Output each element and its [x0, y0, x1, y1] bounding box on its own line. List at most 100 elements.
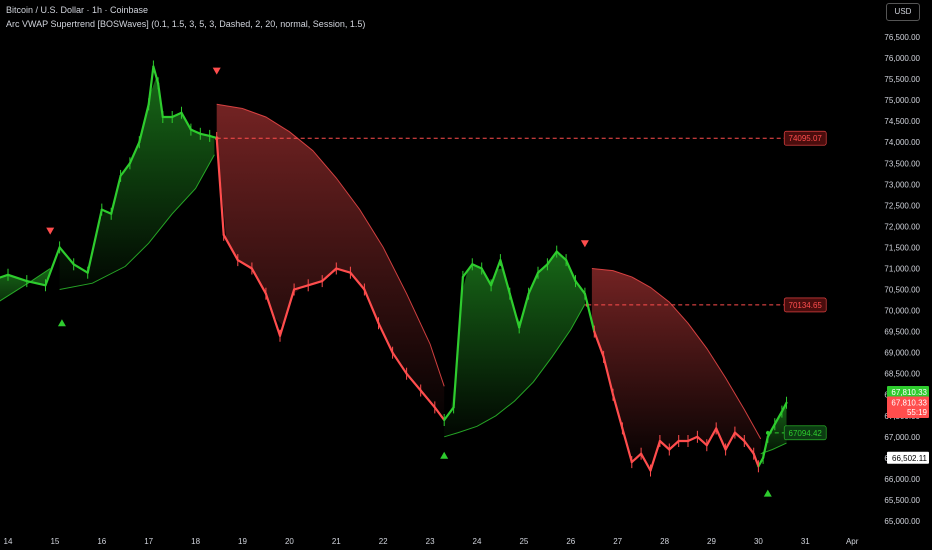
x-tick-label: 31: [801, 537, 810, 546]
price-label: 55:19: [887, 406, 929, 418]
level-label-text: 74095.07: [789, 134, 823, 143]
level-label: 74095.07: [783, 130, 827, 146]
indicator-title[interactable]: Arc VWAP Supertrend [BOSWaves] (0.1, 1.5…: [6, 19, 366, 29]
price-segment: [147, 65, 155, 106]
price-segment: [58, 246, 75, 266]
x-tick-label: 15: [50, 537, 59, 546]
price-segment: [250, 267, 267, 295]
price-segment: [119, 162, 131, 177]
price-segment: [44, 246, 61, 287]
price-segment: [743, 439, 755, 455]
x-tick-label: 28: [660, 537, 669, 546]
price-segment: [686, 435, 699, 443]
price-segment: [602, 355, 615, 396]
price-segment: [461, 263, 474, 278]
y-tick-label: 69,000.00: [884, 349, 920, 358]
y-tick-label: 75,000.00: [884, 96, 920, 105]
y-tick-label: 67,000.00: [884, 433, 920, 442]
y-tick-label: 70,000.00: [884, 307, 920, 316]
y-tick-label: 68,500.00: [884, 370, 920, 379]
x-tick-label: 14: [4, 537, 13, 546]
price-segment: [480, 267, 493, 287]
price-segment: [100, 208, 113, 215]
price-segment: [611, 393, 624, 430]
sell-signal-triangle: [580, 240, 589, 248]
price-segment: [705, 427, 718, 447]
price-label: 66,502.11: [887, 451, 929, 464]
price-segment: [724, 431, 737, 451]
price-segment: [138, 103, 150, 144]
price-segment: [72, 263, 89, 274]
price-segment: [335, 267, 352, 274]
y-tick-label: 76,000.00: [884, 54, 920, 63]
price-segment: [307, 280, 324, 287]
x-tick-label: 29: [707, 537, 716, 546]
supertrend-line: [59, 154, 215, 290]
y-tick-label: 74,000.00: [884, 138, 920, 147]
price-segment: [419, 389, 436, 409]
supertrend-line: [591, 268, 762, 440]
time-axis[interactable]: 14 15 16 17 18 19 20 21 22 23 24 25 26 27 28 29 30 31 Apr: [4, 537, 859, 546]
x-tick-label: 26: [566, 537, 575, 546]
y-tick-label: 72,500.00: [884, 201, 920, 210]
price-label-text: 55:19: [907, 408, 928, 417]
price-segment: [264, 292, 282, 337]
supertrend-fill: [760, 402, 787, 463]
signals-layer: [46, 67, 772, 497]
supertrend-line: [444, 304, 586, 438]
currency-button[interactable]: USD: [886, 3, 920, 21]
x-tick-label: 17: [144, 537, 153, 546]
price-segment: [593, 330, 605, 358]
price-segment: [639, 452, 652, 472]
symbol-title: Bitcoin / U.S. Dollar · 1h · Coinbase: [6, 5, 149, 15]
price-segment: [199, 132, 211, 137]
y-tick-label: 71,500.00: [884, 243, 920, 252]
x-tick-label: 27: [613, 537, 622, 546]
price-segment: [733, 431, 746, 443]
x-tick-label: 22: [379, 537, 388, 546]
price-label-box: [887, 451, 929, 464]
buy-signal-triangle: [763, 489, 772, 497]
price-segment: [696, 435, 708, 447]
x-tick-label: 18: [191, 537, 200, 546]
buy-signal-triangle: [440, 451, 449, 459]
supertrend-fill: [444, 253, 585, 437]
price-segment: [443, 406, 455, 422]
price-segment: [321, 267, 338, 283]
y-tick-label: 75,500.00: [884, 75, 920, 84]
price-segment: [215, 136, 225, 236]
price-label-text: 67,810.33: [891, 399, 927, 408]
price-segment: [780, 401, 788, 413]
price-label: 67,810.33: [887, 396, 929, 409]
price-segment: [574, 280, 587, 295]
price-label-text: 67,810.33: [891, 388, 927, 397]
price-segment: [546, 250, 558, 266]
price-segment: [583, 292, 596, 333]
price-label-box: [887, 386, 929, 398]
x-tick-label: 24: [473, 537, 482, 546]
y-tick-label: 71,000.00: [884, 264, 920, 273]
x-tick-label: 23: [426, 537, 435, 546]
price-segment: [621, 427, 633, 464]
price-segment: [490, 259, 502, 287]
price-segment: [649, 439, 662, 472]
price-segment: [128, 141, 141, 165]
level-label: 67094.42: [783, 425, 827, 441]
x-tick-label: 21: [332, 537, 341, 546]
price-segment: [715, 427, 727, 451]
price-segment: [278, 288, 296, 337]
price-segment: [433, 406, 446, 422]
x-tick-label: 19: [238, 537, 247, 546]
supertrend-line: [216, 103, 445, 387]
price-segment: [110, 174, 122, 215]
price-segment: [171, 111, 183, 119]
price-segment: [391, 351, 408, 375]
x-tick-label: Apr: [846, 537, 859, 546]
price-segment: [527, 271, 540, 295]
price-segment: [658, 439, 671, 451]
level-label-box: [783, 425, 827, 441]
x-tick-label: 20: [285, 537, 294, 546]
price-segment: [518, 292, 530, 329]
y-tick-label: 65,000.00: [884, 517, 920, 526]
